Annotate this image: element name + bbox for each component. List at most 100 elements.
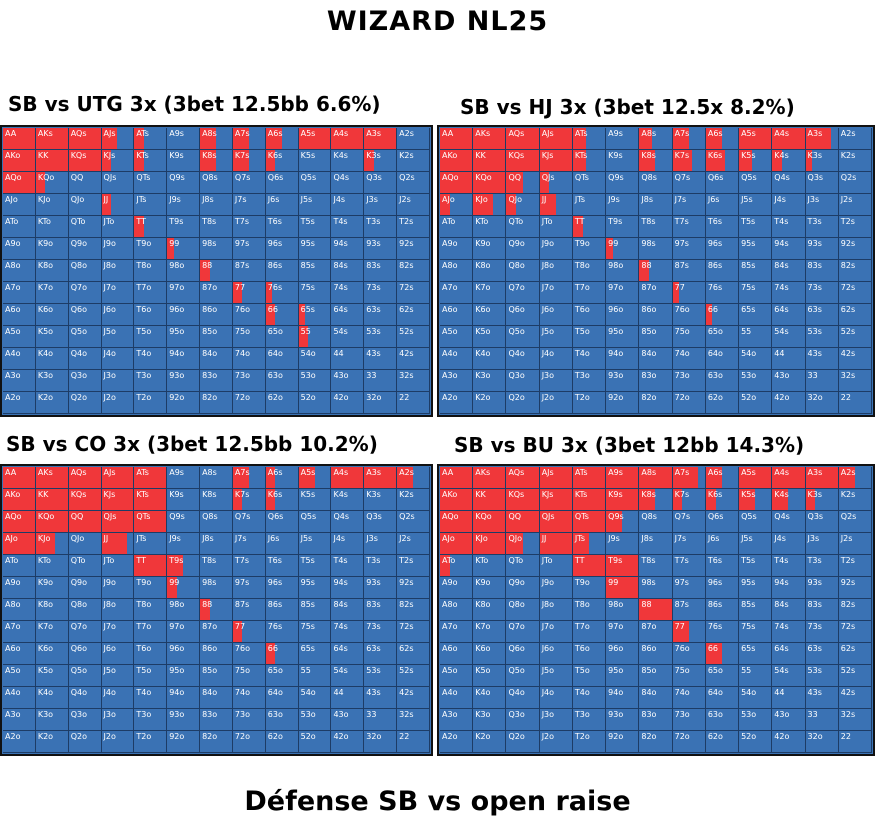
hand-cell-94s: 94s <box>772 577 806 599</box>
hand-cell-64s: 64s <box>772 643 806 665</box>
hand-label: 32s <box>399 710 414 719</box>
hand-label: 96o <box>169 644 185 653</box>
hand-cell-44: 44 <box>772 348 806 370</box>
hand-cell-96s: 96s <box>265 577 299 599</box>
hand-cell-63s: 63s <box>364 643 398 665</box>
hand-label: J8o <box>541 600 555 609</box>
hand-cell-T3s: T3s <box>364 555 398 577</box>
hand-label: J8o <box>103 261 116 270</box>
hand-label: T4s <box>333 556 348 565</box>
threebet-fill <box>35 511 68 532</box>
hand-cell-87s: 87s <box>672 260 706 282</box>
hand-label: J2s <box>840 534 853 543</box>
hand-cell-KTo: KTo <box>35 216 69 238</box>
hand-label: 44 <box>774 349 785 358</box>
hand-cell-K3o: K3o <box>473 709 507 731</box>
hand-cell-A9o: A9o <box>440 577 474 599</box>
hand-label: T9o <box>574 578 590 587</box>
hand-cell-Q2o: Q2o <box>68 392 102 414</box>
hand-label: J6s <box>267 534 280 543</box>
hand-cell-55: 55 <box>298 326 332 348</box>
hand-cell-J5s: J5s <box>739 194 773 216</box>
hand-label: Q8o <box>70 600 87 609</box>
hand-cell-J7o: J7o <box>101 282 135 304</box>
hand-cell-87s: 87s <box>232 260 266 282</box>
hand-label: KQs <box>508 490 525 499</box>
hand-label: AKo <box>442 490 458 499</box>
hand-label: 42o <box>333 393 349 402</box>
hand-label: 53o <box>741 710 757 719</box>
threebet-fill <box>68 128 101 149</box>
hand-cell-A7o: A7o <box>440 282 474 304</box>
hand-label: A2s <box>399 129 414 138</box>
hand-label: 43o <box>333 371 349 380</box>
hand-cell-T2s: T2s <box>838 216 872 238</box>
hand-cell-T6o: T6o <box>572 643 607 665</box>
hand-label: JTo <box>103 556 115 565</box>
hand-label: J3s <box>366 195 378 204</box>
hand-label: 76s <box>707 283 723 292</box>
hand-label: QTs <box>136 173 151 182</box>
hand-cell-97o: 97o <box>167 621 201 643</box>
hand-cell-ATo: ATo <box>440 216 474 238</box>
hand-label: KJs <box>541 151 554 160</box>
hand-label: J8s <box>641 195 653 204</box>
hand-cell-T3s: T3s <box>805 555 839 577</box>
hand-cell-97s: 97s <box>232 577 266 599</box>
hand-cell-JTs: JTs <box>572 194 607 216</box>
hand-label: 73o <box>234 710 250 719</box>
hand-label: 64s <box>774 644 789 653</box>
hand-cell-K6s: K6s <box>265 489 299 511</box>
hand-cell-A8s: A8s <box>200 128 233 150</box>
hand-label: 99 <box>169 239 180 248</box>
hand-cell-T6s: T6s <box>265 555 299 577</box>
hand-cell-A8o: A8o <box>440 260 474 282</box>
hand-label: 73s <box>366 622 381 631</box>
hand-label: AA <box>442 468 454 477</box>
hand-label: 82s <box>840 600 856 609</box>
hand-label: K6o <box>475 305 491 314</box>
hand-cell-64o: 64o <box>265 687 299 709</box>
hand-label: Q9o <box>70 578 87 587</box>
hand-cell-32o: 32o <box>805 392 839 414</box>
hand-cell-AQo: AQo <box>3 511 36 533</box>
threebet-fill <box>639 150 656 171</box>
hand-label: J9s <box>608 195 620 204</box>
hand-cell-62o: 62o <box>705 392 740 414</box>
hand-label: 76o <box>234 305 250 314</box>
hand-cell-QQ: QQ <box>68 172 102 194</box>
hand-label: ATo <box>442 556 456 565</box>
hand-cell-Q2o: Q2o <box>506 731 540 753</box>
hand-label: K3s <box>807 490 823 499</box>
threebet-fill <box>539 533 572 554</box>
hand-cell-73o: 73o <box>232 709 266 731</box>
hand-label: Q9s <box>608 173 624 182</box>
hand-cell-Q8o: Q8o <box>506 260 540 282</box>
hand-cell-98s: 98s <box>200 238 233 260</box>
threebet-fill <box>572 533 590 554</box>
hand-cell-77: 77 <box>672 282 706 304</box>
hand-cell-J7o: J7o <box>539 621 573 643</box>
hand-label: JTs <box>136 534 147 543</box>
hand-label: J4o <box>103 688 116 697</box>
hand-label: Q3o <box>508 710 525 719</box>
hand-cell-Q5s: Q5s <box>739 511 773 533</box>
hand-label: 52o <box>741 732 757 741</box>
hand-label: Q4s <box>774 173 790 182</box>
hand-cell-Q4s: Q4s <box>772 172 806 194</box>
hand-label: A7o <box>5 622 21 631</box>
hand-cell-32s: 32s <box>838 370 872 392</box>
hand-label: K8o <box>37 261 54 270</box>
chart-title-sb-vs-utg: SB vs UTG 3x (3bet 12.5bb 6.6%) <box>8 92 381 116</box>
hand-cell-A9s: A9s <box>167 128 201 150</box>
threebet-fill <box>101 489 134 510</box>
hand-label: 42s <box>840 349 856 358</box>
hand-cell-94o: 94o <box>606 687 640 709</box>
hand-label: Q9o <box>70 239 87 248</box>
hand-label: 55 <box>300 327 311 336</box>
hand-label: ATs <box>574 129 588 138</box>
hand-label: 44 <box>333 688 344 697</box>
hand-cell-64o: 64o <box>705 348 740 370</box>
hand-cell-A4s: A4s <box>331 128 365 150</box>
hand-label: K3s <box>366 151 381 160</box>
